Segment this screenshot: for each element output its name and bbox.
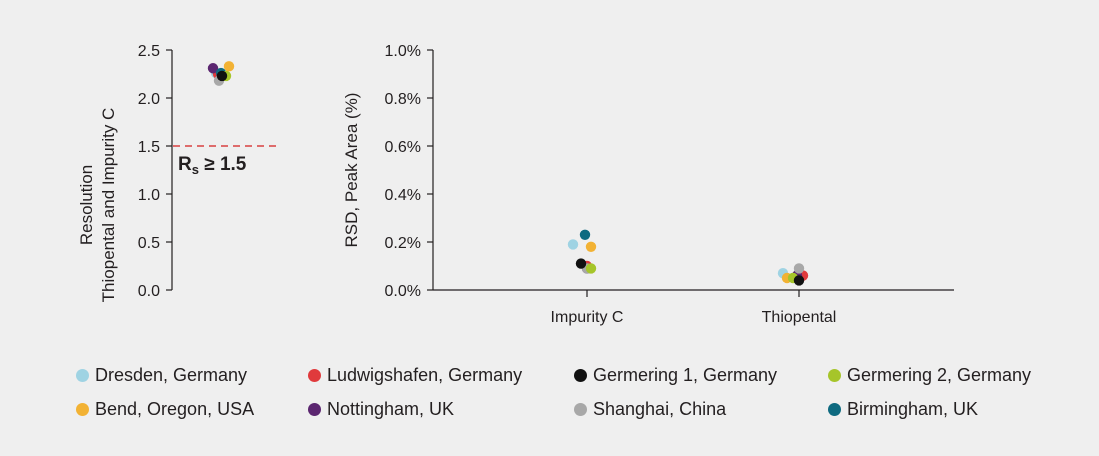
legend-marker xyxy=(574,368,587,382)
legend-label: Bend, Oregon, USA xyxy=(95,398,255,419)
x-tick-label: Thiopental xyxy=(762,309,837,326)
y-tick-label: 0.0 xyxy=(138,283,160,300)
legend-label: Germering 2, Germany xyxy=(847,364,1032,385)
legend-marker xyxy=(308,402,321,416)
y-tick-label: 1.0 xyxy=(138,187,160,204)
data-point xyxy=(223,61,235,72)
legend-item: Birmingham, UK xyxy=(828,398,1058,420)
legend-marker xyxy=(828,368,841,382)
data-point xyxy=(575,258,587,269)
data-point xyxy=(567,239,579,250)
y-tick-label: 2.0 xyxy=(138,91,160,108)
legend-item: Shanghai, China xyxy=(574,398,828,420)
y-tick-label: 0.8% xyxy=(385,91,421,108)
y-tick-label: 1.0% xyxy=(385,43,421,60)
data-point xyxy=(585,241,597,252)
y-tick-label: 0.5 xyxy=(138,235,160,252)
y-tick-label: 0.0% xyxy=(385,283,421,300)
data-point xyxy=(579,229,591,240)
legend-label: Shanghai, China xyxy=(593,398,727,419)
data-point xyxy=(585,263,597,274)
legend-item: Dresden, Germany xyxy=(76,364,308,386)
y-tick-label: 0.6% xyxy=(385,139,421,156)
rsd-chart: 0.0% 0.2% 0.4% 0.6% 0.8% 1.0% RSD, Peak Area (… xyxy=(342,43,954,326)
y-tick-label: 1.5 xyxy=(138,139,160,156)
legend-label: Germering 1, Germany xyxy=(593,364,778,385)
legend-marker xyxy=(76,402,89,416)
legend-label: Ludwigshafen, Germany xyxy=(327,364,523,385)
threshold-label: Rs ≥ 1.5 xyxy=(178,154,247,177)
legend-item: Nottingham, UK xyxy=(308,398,574,420)
legend: Dresden, Germany Ludwigshafen, Germany G… xyxy=(76,364,1076,420)
legend-item: Germering 2, Germany xyxy=(828,364,1058,386)
data-point xyxy=(216,70,228,82)
legend-label: Birmingham, UK xyxy=(847,398,979,419)
resolution-chart: 0.0 0.5 1.0 1.5 2.0 2.5 Resolution Thiopental a… xyxy=(77,43,280,302)
legend-marker xyxy=(828,402,841,416)
legend-marker xyxy=(76,368,89,382)
legend-item: Ludwigshafen, Germany xyxy=(308,364,574,386)
data-point xyxy=(793,263,805,274)
legend-label: Dresden, Germany xyxy=(95,364,248,385)
legend-marker xyxy=(574,402,587,416)
legend-item: Bend, Oregon, USA xyxy=(76,398,308,420)
y-tick-label: 0.2% xyxy=(385,235,421,252)
legend-marker xyxy=(308,368,321,382)
x-tick-label: Impurity C xyxy=(551,309,624,326)
legend-item: Germering 1, Germany xyxy=(574,364,828,386)
data-point xyxy=(207,63,219,74)
y-axis-title: RSD, Peak Area (%) xyxy=(342,93,361,248)
legend-label: Nottingham, UK xyxy=(327,398,455,419)
y-axis-title: Resolution Thiopental and Impurity C xyxy=(77,108,118,303)
data-point xyxy=(793,275,805,286)
y-tick-label: 2.5 xyxy=(138,43,160,60)
y-tick-label: 0.4% xyxy=(385,187,421,204)
